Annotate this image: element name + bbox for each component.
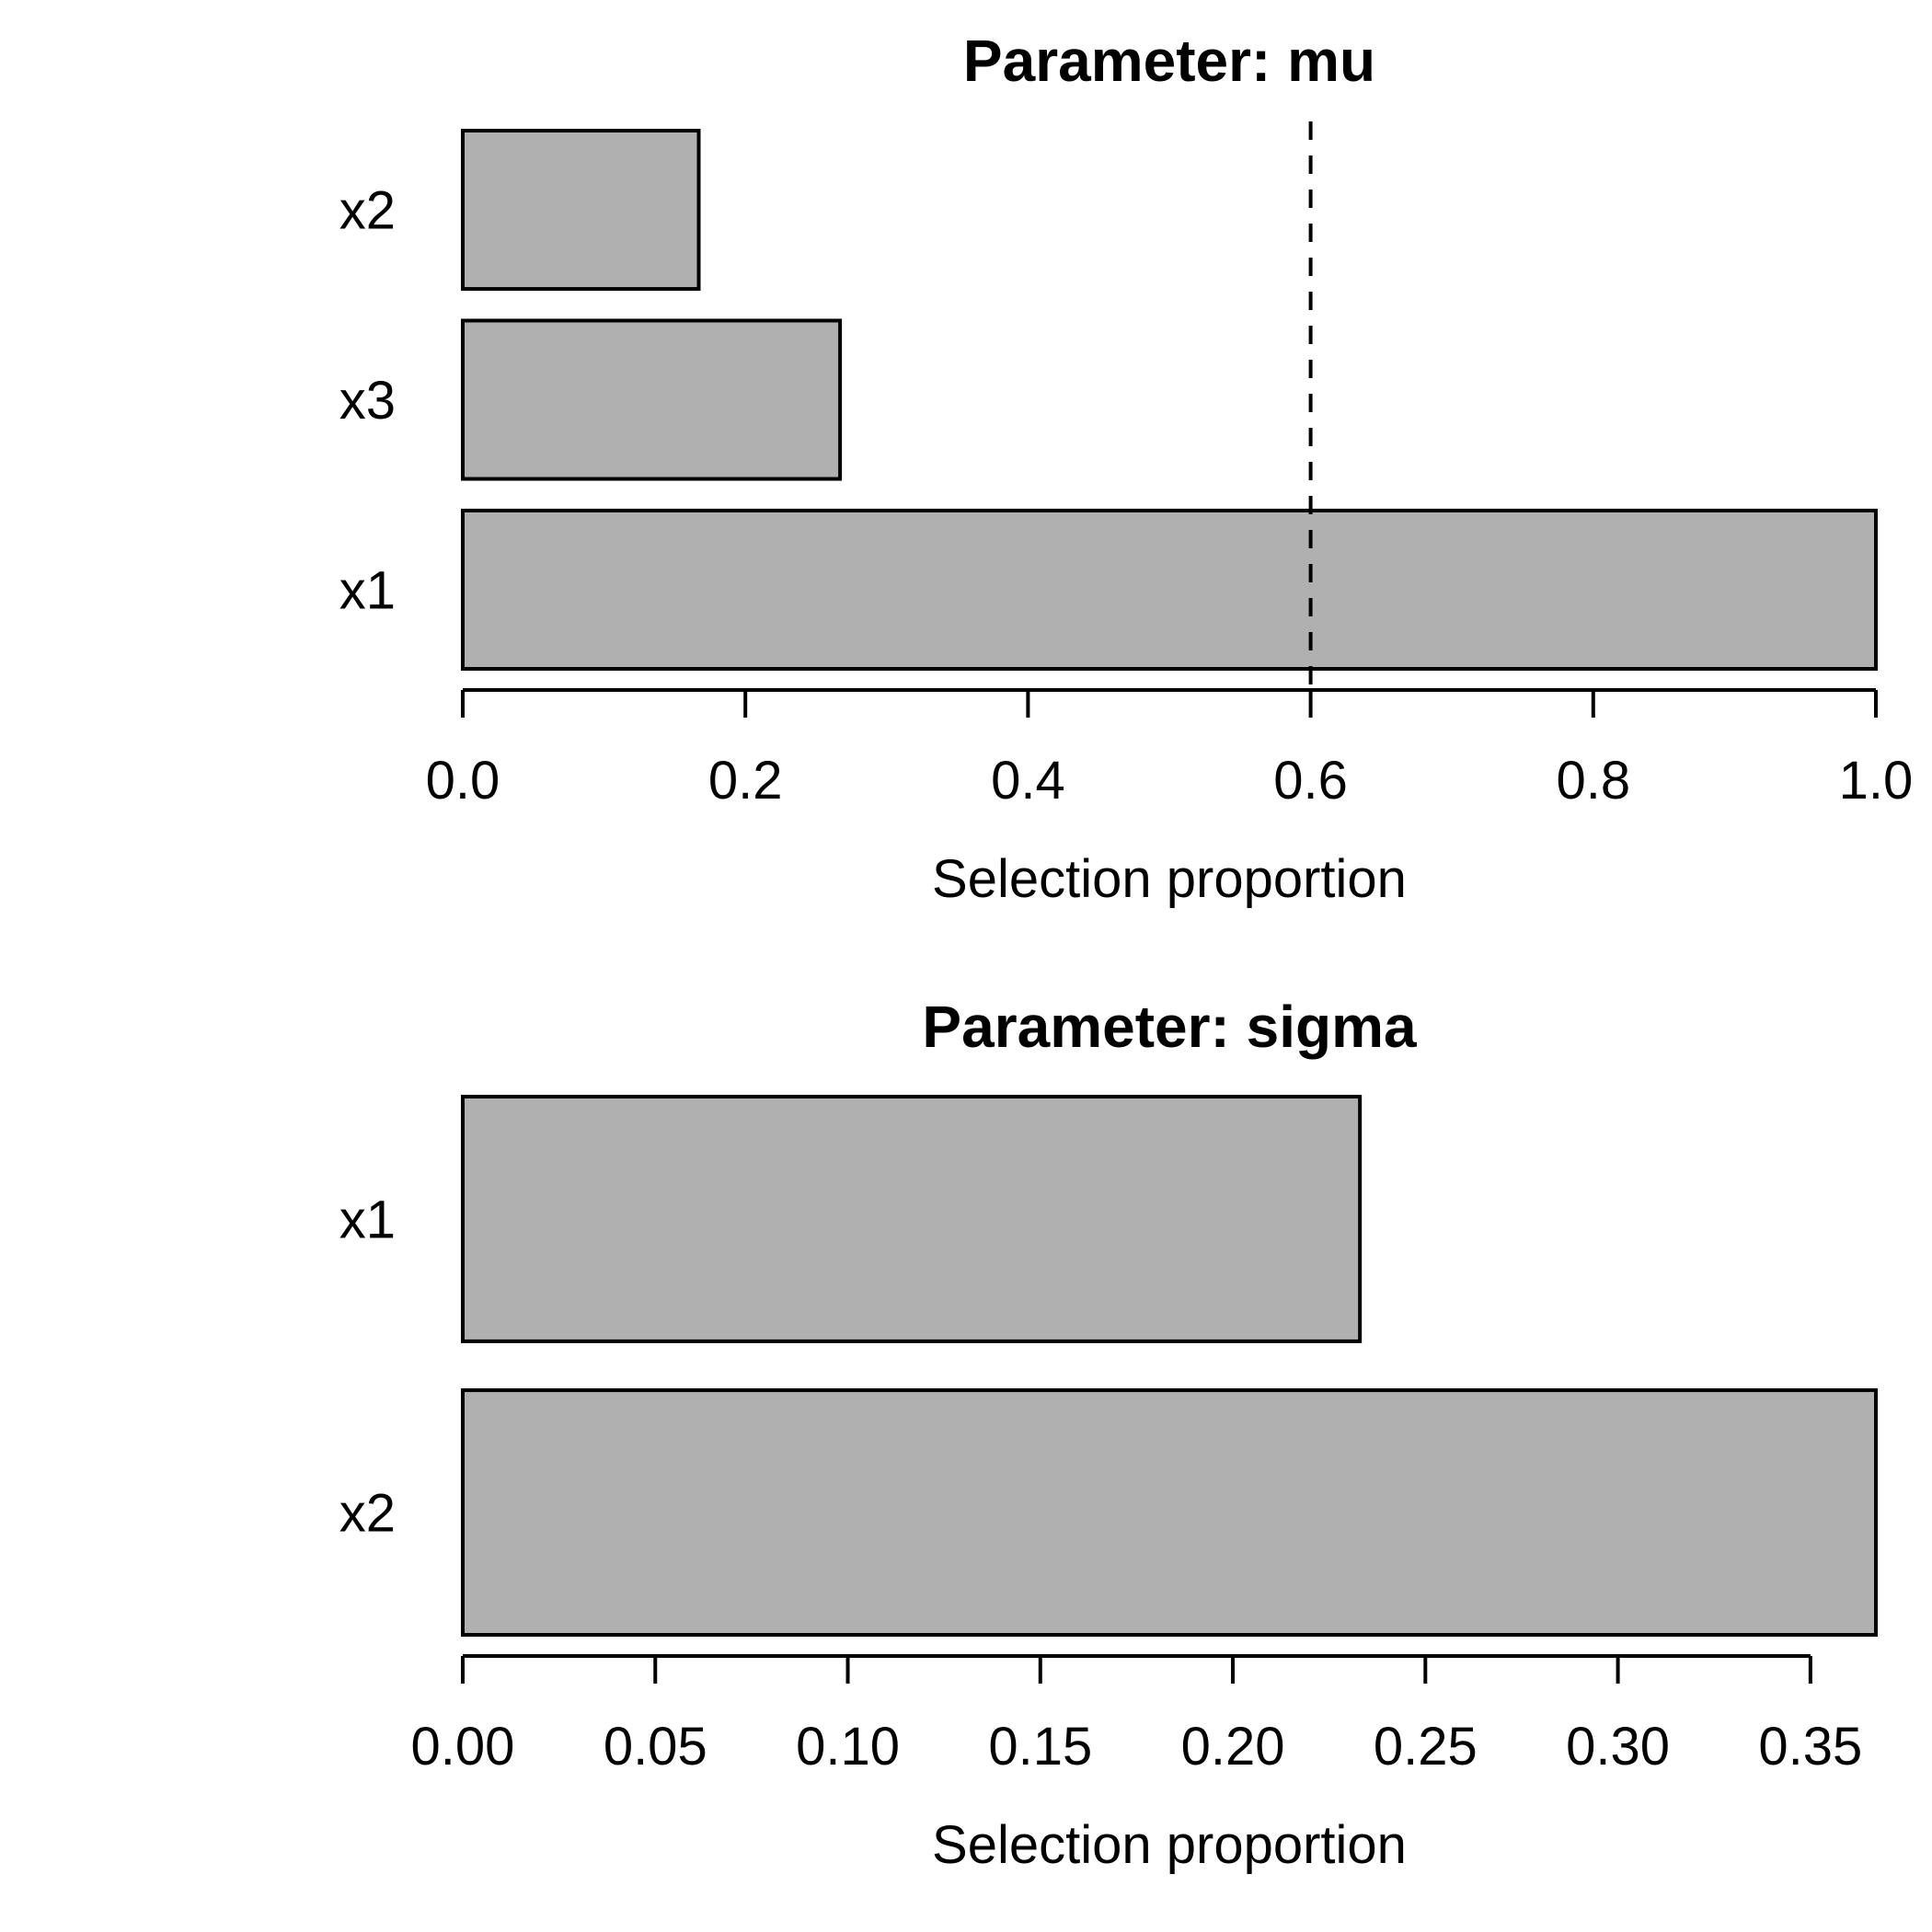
chart-parameter-sigma: Parameter: sigma x1 x2 0.00 0.05 0.10 0.15 0.20… — [0, 966, 1932, 1932]
x-axis-tick-label: 0.00 — [411, 1717, 515, 1777]
bar-x1 — [461, 1095, 1363, 1343]
x-axis-tick-label: 0.25 — [1374, 1717, 1478, 1777]
chart-canvas: Parameter: mu x2 x3 x1 0.0 0.2 0.4 0.6 0.8 1.0 Sel… — [339, 28, 1914, 909]
chart-parameter-mu: Parameter: mu x2 x3 x1 0.0 0.2 0.4 0.6 0.8 1.0 Sel… — [339, 28, 1914, 909]
category-label-x1: x1 — [339, 1190, 396, 1249]
category-label-x3: x3 — [339, 371, 396, 431]
x-axis-tick-label: 0.30 — [1566, 1717, 1670, 1777]
x-axis-tick-label: 0.05 — [604, 1717, 707, 1777]
category-label-x1: x1 — [339, 560, 396, 620]
x-axis-tick-label: 0.15 — [988, 1717, 1092, 1777]
bar-x3 — [461, 318, 843, 481]
chart-title: Parameter: sigma — [922, 994, 1417, 1060]
bar-x1 — [461, 508, 1878, 671]
category-label-x2: x2 — [339, 1483, 396, 1543]
x-axis-title: Selection proportion — [932, 1815, 1407, 1875]
x-axis-tick-label: 0.10 — [796, 1717, 900, 1777]
x-axis-tick-label: 1.0 — [1839, 751, 1914, 811]
x-axis-tick-label: 0.4 — [991, 751, 1065, 811]
x-axis-title: Selection proportion — [932, 849, 1407, 909]
chart-canvas: Parameter: sigma x1 x2 0.00 0.05 0.10 0.15 0.20… — [339, 994, 1878, 1875]
x-axis-tick-label: 0.2 — [708, 751, 783, 811]
bar-x2 — [461, 129, 701, 292]
x-axis-tick-label: 0.6 — [1273, 751, 1348, 811]
x-axis-tick-label: 0.0 — [426, 751, 500, 811]
x-axis-tick-label: 0.35 — [1758, 1717, 1862, 1777]
bar-x2 — [461, 1388, 1878, 1637]
x-axis-tick-label: 0.8 — [1556, 751, 1630, 811]
category-label-x2: x2 — [339, 180, 396, 240]
x-axis-tick-label: 0.20 — [1181, 1717, 1285, 1777]
chart-title: Parameter: mu — [963, 28, 1375, 94]
